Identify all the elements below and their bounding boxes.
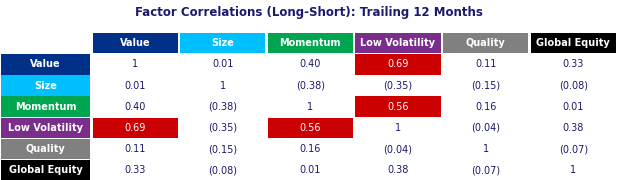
Text: 1: 1 [132,59,138,69]
Text: 1: 1 [307,102,313,112]
Bar [180,139,265,159]
Text: (0.35): (0.35) [208,123,238,133]
Text: Size: Size [34,80,57,91]
Text: (0.15): (0.15) [208,144,238,154]
Text: 0.33: 0.33 [125,165,146,176]
Bar [268,33,353,53]
Bar [180,33,265,53]
Bar [443,139,528,159]
Bar [355,160,441,180]
Bar [355,75,441,96]
Bar [443,96,528,117]
Text: Size: Size [211,38,234,48]
Text: (0.38): (0.38) [208,102,238,112]
Text: (0.35): (0.35) [383,80,413,91]
Text: Value: Value [120,38,151,48]
Text: 0.69: 0.69 [125,123,146,133]
Bar [355,139,441,159]
Text: 0.56: 0.56 [387,102,408,112]
Text: 1: 1 [482,144,489,154]
Text: 0.40: 0.40 [300,59,321,69]
Bar [268,54,353,75]
Bar [531,118,616,138]
Bar [268,118,353,138]
Text: Factor Correlations (Long-Short): Trailing 12 Months: Factor Correlations (Long-Short): Traili… [135,6,482,19]
Bar [1,75,90,96]
Text: 0.01: 0.01 [212,59,233,69]
Bar [531,33,616,53]
Text: 0.16: 0.16 [475,102,496,112]
Bar [268,75,353,96]
Text: (0.08): (0.08) [558,80,588,91]
Bar [355,118,441,138]
Bar [93,54,178,75]
Bar [180,118,265,138]
Text: (0.38): (0.38) [296,80,325,91]
Bar [180,75,265,96]
Text: Value: Value [30,59,61,69]
Text: (0.07): (0.07) [558,144,588,154]
Bar [531,160,616,180]
Bar [268,160,353,180]
Text: 0.01: 0.01 [563,102,584,112]
Text: Quality: Quality [26,144,65,154]
Bar [443,33,528,53]
Text: (0.04): (0.04) [471,123,500,133]
Text: 0.38: 0.38 [387,165,408,176]
Text: Low Volatility: Low Volatility [360,38,436,48]
Bar [1,118,90,138]
Bar [93,160,178,180]
Text: 0.56: 0.56 [300,123,321,133]
Bar [443,118,528,138]
Bar [1,160,90,180]
Bar [443,160,528,180]
Bar [93,96,178,117]
Bar [268,139,353,159]
Bar [531,139,616,159]
Bar [93,118,178,138]
Text: Low Volatility: Low Volatility [8,123,83,133]
Text: 1: 1 [570,165,576,176]
Bar [180,54,265,75]
Text: 0.69: 0.69 [387,59,408,69]
Text: 1: 1 [395,123,401,133]
Text: 0.38: 0.38 [563,123,584,133]
Text: (0.08): (0.08) [208,165,238,176]
Bar [531,96,616,117]
Text: 1: 1 [220,80,226,91]
Text: Global Equity: Global Equity [9,165,83,176]
Text: 0.33: 0.33 [563,59,584,69]
Text: 0.01: 0.01 [300,165,321,176]
Text: 0.40: 0.40 [125,102,146,112]
Bar [1,54,90,75]
Bar [443,54,528,75]
Bar [1,96,90,117]
Bar [355,54,441,75]
Bar [180,96,265,117]
Bar [355,33,441,53]
Text: Momentum: Momentum [15,102,77,112]
Text: 0.16: 0.16 [300,144,321,154]
Bar [93,75,178,96]
Text: Global Equity: Global Equity [536,38,610,48]
Bar [180,160,265,180]
Text: 0.01: 0.01 [125,80,146,91]
Text: Quality: Quality [466,38,505,48]
Text: Momentum: Momentum [280,38,341,48]
Text: 0.11: 0.11 [125,144,146,154]
Bar [531,75,616,96]
Text: (0.15): (0.15) [471,80,500,91]
Bar [268,96,353,117]
Text: (0.07): (0.07) [471,165,500,176]
Bar [355,96,441,117]
Text: 0.11: 0.11 [475,59,496,69]
Bar [531,54,616,75]
Bar [93,33,178,53]
Bar [93,139,178,159]
Bar [1,139,90,159]
Text: (0.04): (0.04) [383,144,413,154]
Bar [443,75,528,96]
